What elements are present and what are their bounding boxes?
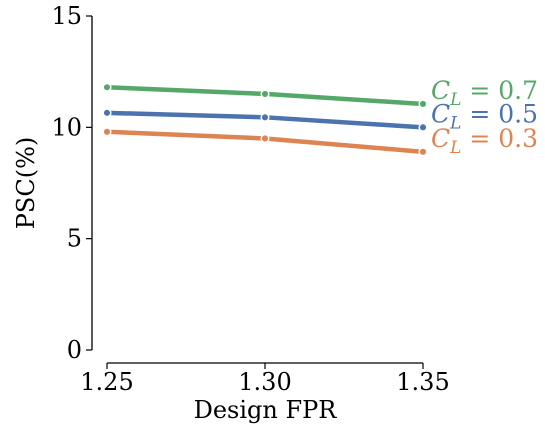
y-tick-label: 15 xyxy=(51,2,82,30)
data-point xyxy=(102,82,112,92)
data-point xyxy=(102,108,112,118)
series-label-value: = 0.7 xyxy=(461,76,538,105)
series-label-subscript: L xyxy=(449,90,461,110)
x-ticks: 1.25 1.30 1.35 xyxy=(80,363,450,396)
series-2: CL = 0.3 xyxy=(102,124,538,158)
series-label-main: C xyxy=(431,76,450,105)
y-tick-label: 10 xyxy=(51,113,82,141)
y-ticks: 0 5 10 15 xyxy=(51,2,92,364)
y-axis-label: PSC(%) xyxy=(12,137,40,229)
x-tick-label: 1.25 xyxy=(80,368,133,396)
data-point xyxy=(260,89,270,99)
axes xyxy=(91,16,423,364)
series-label-main: C xyxy=(431,99,450,128)
data-point xyxy=(102,127,112,137)
data-point xyxy=(418,122,428,132)
x-tick-label: 1.35 xyxy=(396,368,449,396)
data-point xyxy=(260,133,270,144)
series-1: CL = 0.5 xyxy=(102,99,538,133)
x-tick-label: 1.30 xyxy=(238,368,291,396)
series-label: CL = 0.5 xyxy=(431,99,538,133)
series-0: CL = 0.7 xyxy=(102,76,538,110)
series-label: CL = 0.7 xyxy=(431,76,538,110)
data-point xyxy=(260,112,270,122)
data-point xyxy=(418,99,428,109)
series-label-value: = 0.3 xyxy=(461,124,538,153)
y-tick-label: 5 xyxy=(67,225,82,253)
series-label-subscript: L xyxy=(449,113,461,133)
series-label-subscript: L xyxy=(449,138,461,158)
series-label-value: = 0.5 xyxy=(461,99,538,128)
data-point xyxy=(418,147,428,157)
series-label: CL = 0.3 xyxy=(431,124,538,158)
y-tick-label: 0 xyxy=(67,336,82,364)
series-layer: CL = 0.7CL = 0.5CL = 0.3 xyxy=(102,76,538,158)
series-label-main: C xyxy=(431,124,450,153)
x-axis-label: Design FPR xyxy=(194,396,338,424)
